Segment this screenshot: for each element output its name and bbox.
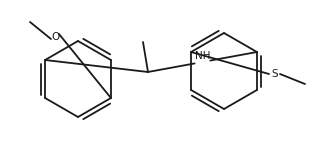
Text: S: S: [272, 69, 278, 79]
Text: NH: NH: [195, 51, 210, 61]
Text: O: O: [51, 32, 59, 42]
